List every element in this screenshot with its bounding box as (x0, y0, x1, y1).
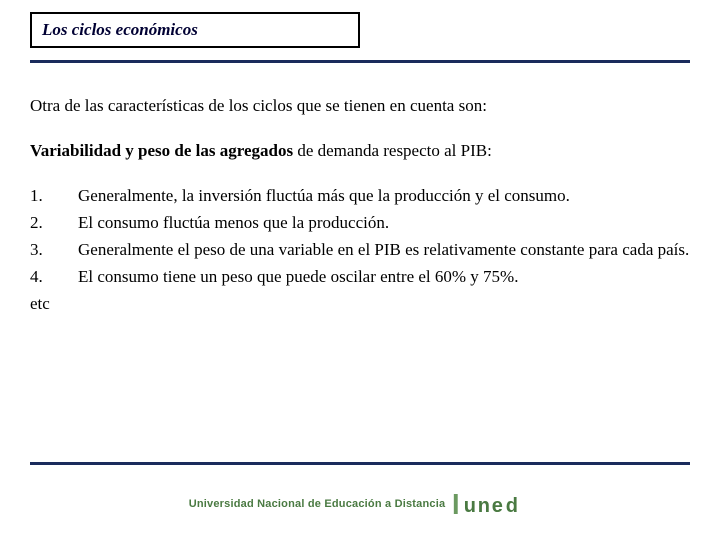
list-number: etc (30, 293, 78, 320)
footer-org-name: Universidad Nacional de Educación a Dist… (189, 498, 446, 510)
subtitle-bold: Variabilidad y peso de las agregados (30, 141, 293, 160)
list-item: 4. El consumo tiene un peso que puede os… (30, 266, 689, 293)
list-text: El consumo tiene un peso que puede oscil… (78, 266, 689, 293)
list-item: 3. Generalmente el peso de una variable … (30, 239, 689, 266)
list-item: etc (30, 293, 689, 320)
list-number: 4. (30, 266, 78, 293)
list-item: 2. El consumo fluctúa menos que la produ… (30, 212, 689, 239)
list-text: Generalmente, la inversión fluctúa más q… (78, 185, 689, 212)
title-box: Los ciclos económicos (30, 12, 360, 48)
list-item: 1. Generalmente, la inversión fluctúa má… (30, 185, 689, 212)
svg-text:e: e (491, 495, 502, 517)
intro-text: Otra de las características de los ciclo… (30, 95, 690, 118)
slide: Los ciclos económicos Otra de las caract… (0, 0, 720, 540)
svg-text:d: d (505, 495, 517, 517)
subtitle-rest: de demanda respecto al PIB: (293, 141, 492, 160)
list-text (78, 293, 689, 320)
svg-text:u: u (463, 495, 475, 517)
content-area: Otra de las características de los ciclo… (30, 95, 690, 320)
title-underline (30, 60, 690, 63)
list-number: 1. (30, 185, 78, 212)
list-text: El consumo fluctúa menos que la producci… (78, 212, 689, 239)
numbered-list: 1. Generalmente, la inversión fluctúa má… (30, 185, 689, 320)
bottom-rule (30, 462, 690, 465)
subtitle: Variabilidad y peso de las agregados de … (30, 140, 690, 163)
list-number: 2. (30, 212, 78, 239)
list-text: Generalmente el peso de una variable en … (78, 239, 689, 266)
list-number: 3. (30, 239, 78, 266)
footer-logo: Universidad Nacional de Educación a Dist… (189, 490, 532, 518)
svg-text:n: n (477, 495, 489, 517)
slide-title: Los ciclos económicos (42, 20, 198, 39)
uned-logo-icon: u n e d (453, 490, 531, 518)
